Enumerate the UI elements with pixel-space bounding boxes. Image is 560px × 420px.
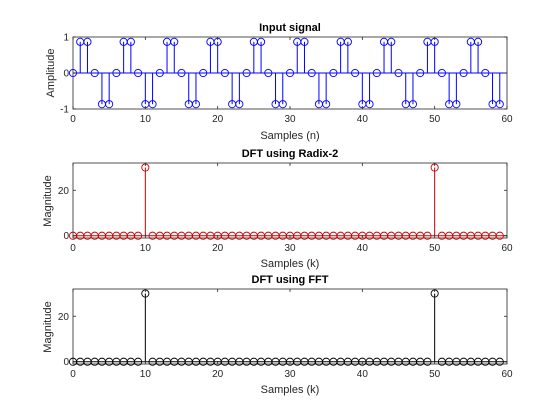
stem-marker bbox=[307, 68, 316, 78]
stem-marker bbox=[285, 68, 295, 78]
x-tick-label: 0 bbox=[70, 114, 76, 125]
stem-marker bbox=[220, 68, 229, 78]
stem-marker bbox=[112, 68, 121, 78]
x-tick-label: 20 bbox=[212, 369, 224, 380]
stem-marker bbox=[83, 37, 92, 46]
y-tick-label: 1 bbox=[63, 33, 69, 44]
stem-marker bbox=[394, 68, 403, 78]
x-tick-label: 50 bbox=[429, 114, 441, 125]
stem-marker bbox=[343, 37, 352, 46]
x-tick-label: 40 bbox=[357, 114, 369, 125]
stem-marker bbox=[416, 68, 425, 78]
x-tick-label: 10 bbox=[140, 369, 152, 380]
x-axis-label: Samples (k) bbox=[261, 384, 320, 396]
stem-marker bbox=[495, 100, 504, 109]
stem-marker bbox=[329, 68, 338, 78]
x-tick-label: 0 bbox=[70, 243, 76, 254]
stem-marker bbox=[68, 68, 78, 78]
y-tick-label: 0 bbox=[63, 357, 69, 368]
stem-marker bbox=[148, 100, 157, 109]
stem-marker bbox=[191, 100, 201, 109]
plot-dft-fft: DFT using FFT 0 10 20 30 40 50 60 0 20 Samples … bbox=[42, 274, 513, 396]
x-tick-label: 60 bbox=[501, 369, 513, 380]
chart-title: Input signal bbox=[259, 22, 321, 34]
x-tick-label: 40 bbox=[357, 369, 369, 380]
x-tick-label: 50 bbox=[429, 243, 441, 254]
y-axis-label: Magnitude bbox=[42, 175, 54, 226]
stem-marker bbox=[242, 68, 251, 78]
plot-dft-radix2: DFT using Radix-2 0 10 20 30 40 50 60 0 20 Samp… bbox=[42, 148, 513, 270]
stem-marker bbox=[278, 100, 287, 109]
y-axis-label: Magnitude bbox=[42, 301, 54, 352]
x-tick-label: 60 bbox=[501, 243, 513, 254]
x-tick-label: 40 bbox=[357, 243, 369, 254]
x-tick-label: 60 bbox=[501, 114, 513, 125]
plot-input-signal: Input signal 0 10 20 30 40 50 60 -101 Samples … bbox=[45, 22, 513, 142]
x-axis-label: Samples (k) bbox=[261, 258, 320, 270]
stem-marker bbox=[452, 100, 461, 109]
stem-marker bbox=[126, 37, 135, 46]
y-tick-label: -1 bbox=[60, 105, 69, 116]
plot-area bbox=[72, 288, 508, 365]
chart-title: DFT using FFT bbox=[252, 274, 329, 286]
chart-title: DFT using Radix-2 bbox=[242, 148, 339, 160]
stem-marker bbox=[495, 357, 504, 366]
y-tick-label: 0 bbox=[63, 69, 69, 80]
plot-area bbox=[72, 162, 508, 239]
stem-marker bbox=[134, 231, 143, 240]
stem-marker bbox=[495, 231, 504, 240]
x-tick-label: 20 bbox=[212, 114, 224, 125]
stem-marker bbox=[423, 231, 432, 240]
x-tick-label: 50 bbox=[429, 369, 441, 380]
stem-marker bbox=[474, 37, 483, 46]
stem-marker bbox=[322, 100, 331, 109]
x-tick-label: 30 bbox=[284, 243, 296, 254]
stem-marker bbox=[423, 357, 432, 366]
x-axis-label: Samples (n) bbox=[260, 130, 319, 142]
x-tick-label: 10 bbox=[140, 243, 152, 254]
stem-marker bbox=[155, 68, 164, 78]
y-tick-label: 20 bbox=[58, 186, 70, 197]
stem-marker bbox=[300, 37, 309, 46]
stem-marker bbox=[235, 100, 244, 109]
stem-marker bbox=[365, 100, 374, 109]
stem-marker bbox=[372, 68, 381, 78]
stem-marker bbox=[170, 37, 179, 46]
y-tick-label: 0 bbox=[63, 231, 69, 242]
stem-marker bbox=[257, 37, 266, 46]
stem-marker bbox=[199, 68, 208, 78]
stem-marker bbox=[459, 68, 468, 78]
stem-marker bbox=[481, 68, 490, 78]
stem-marker bbox=[387, 37, 396, 46]
x-tick-label: 10 bbox=[140, 114, 152, 125]
stem-marker bbox=[134, 357, 143, 366]
stem-marker bbox=[437, 68, 446, 78]
y-axis-label: Amplitude bbox=[45, 49, 57, 98]
x-tick-label: 30 bbox=[284, 114, 296, 125]
stem-marker bbox=[351, 68, 360, 78]
stem-marker bbox=[264, 68, 273, 78]
stem-marker bbox=[90, 68, 99, 78]
stem-marker bbox=[408, 100, 418, 109]
x-tick-label: 20 bbox=[212, 243, 224, 254]
y-tick-label: 20 bbox=[58, 312, 70, 323]
stem-marker bbox=[105, 100, 114, 109]
x-tick-label: 0 bbox=[70, 369, 76, 380]
stem-marker bbox=[134, 68, 143, 78]
stem-marker bbox=[177, 68, 186, 78]
x-tick-label: 30 bbox=[284, 369, 296, 380]
